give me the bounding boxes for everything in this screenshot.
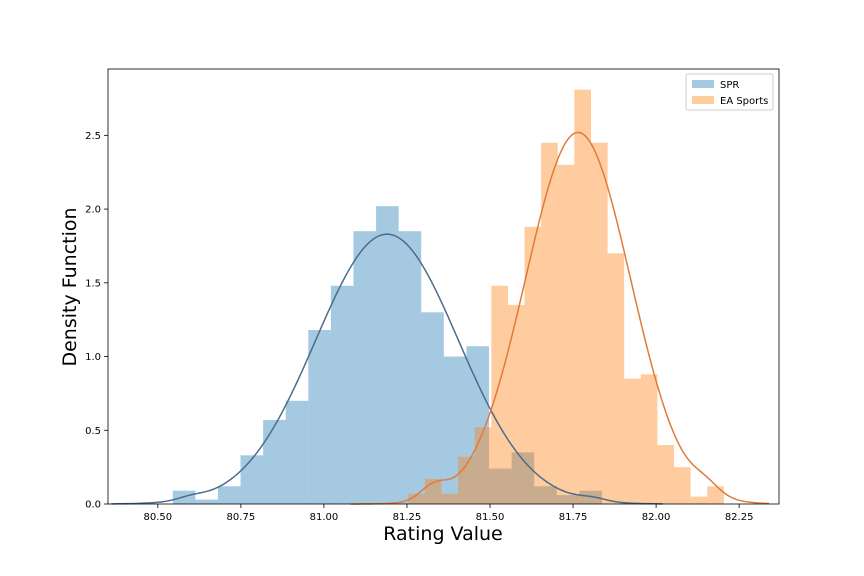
bar-spr-2 (217, 486, 241, 504)
bar-spr-17 (556, 495, 580, 504)
x-tick-label: 80.50 (144, 512, 173, 523)
bar-spr-11 (421, 312, 444, 504)
bar-ea-sports-16 (674, 467, 691, 504)
bar-ea-sports-14 (640, 374, 658, 504)
bar-spr-13 (466, 346, 490, 504)
x-tick-label: 81.25 (393, 512, 422, 523)
histogram-bars (172, 89, 724, 505)
y-tick-label: 2.0 (85, 205, 101, 216)
bar-ea-sports-15 (657, 445, 675, 504)
bar-spr-18 (579, 490, 602, 504)
bar-spr-8 (353, 231, 377, 505)
bar-ea-sports-11 (590, 142, 608, 504)
bar-ea-sports-10 (574, 89, 591, 504)
axes-frame (107, 68, 780, 505)
bar-ea-sports-0 (408, 493, 425, 504)
x-axis-label: Rating Value (383, 523, 502, 545)
kde-curve-ea-sports (350, 131, 770, 505)
bar-ea-sports-2 (441, 493, 459, 504)
legend-label-spr: SPR (720, 80, 739, 91)
legend-frame (685, 73, 774, 111)
bar-spr-7 (330, 285, 354, 504)
bar-spr-3 (240, 455, 264, 504)
legend-swatch-ea-sports (692, 96, 714, 104)
bar-spr-12 (443, 356, 467, 504)
kde-curves (111, 131, 770, 505)
bar-ea-sports-4 (474, 427, 492, 504)
bar-spr-4 (263, 419, 286, 504)
bar-spr-16 (534, 486, 557, 504)
bar-ea-sports-18 (707, 486, 724, 504)
x-tick-label: 82.00 (642, 512, 671, 523)
legend: SPR EA Sports (685, 73, 774, 111)
bar-ea-sports-7 (524, 226, 542, 504)
x-tick-label: 81.75 (559, 512, 588, 523)
bar-ea-sports-6 (507, 304, 525, 504)
bar-spr-14 (489, 468, 512, 504)
bar-spr-10 (398, 231, 422, 505)
x-tick-label: 82.25 (725, 512, 754, 523)
bar-ea-sports-5 (491, 285, 508, 504)
plot-area (107, 68, 780, 505)
y-tick-label: 1.5 (85, 278, 101, 289)
bar-spr-5 (285, 400, 309, 504)
bar-ea-sports-17 (690, 496, 708, 504)
x-tick-label: 81.00 (310, 512, 339, 523)
bar-spr-6 (308, 330, 331, 504)
y-tick-label: 1.0 (85, 352, 101, 363)
bar-ea-sports-9 (557, 164, 575, 504)
y-tick-label: 0.0 (85, 500, 101, 511)
legend-label-ea-sports: EA Sports (720, 96, 768, 107)
bar-ea-sports-8 (541, 142, 558, 504)
y-axis-label: Density Function (59, 207, 81, 366)
legend-swatch-spr (692, 80, 714, 88)
bar-spr-9 (376, 206, 399, 504)
y-axis-ticks: 0.0 0.5 1.0 1.5 2.0 2.5 (85, 131, 108, 511)
bar-ea-sports-3 (458, 456, 475, 504)
bar-ea-sports-12 (607, 253, 625, 504)
x-tick-label: 81.50 (476, 512, 505, 523)
y-tick-label: 2.5 (85, 131, 101, 142)
kde-curve-spr (111, 233, 663, 505)
x-axis-ticks: 80.50 80.75 81.00 81.25 81.50 81.75 82.00 82.25 (144, 504, 754, 523)
bar-spr-1 (195, 499, 218, 504)
x-tick-label: 80.75 (227, 512, 256, 523)
y-tick-label: 0.5 (85, 426, 101, 437)
bar-ea-sports-13 (624, 378, 641, 504)
